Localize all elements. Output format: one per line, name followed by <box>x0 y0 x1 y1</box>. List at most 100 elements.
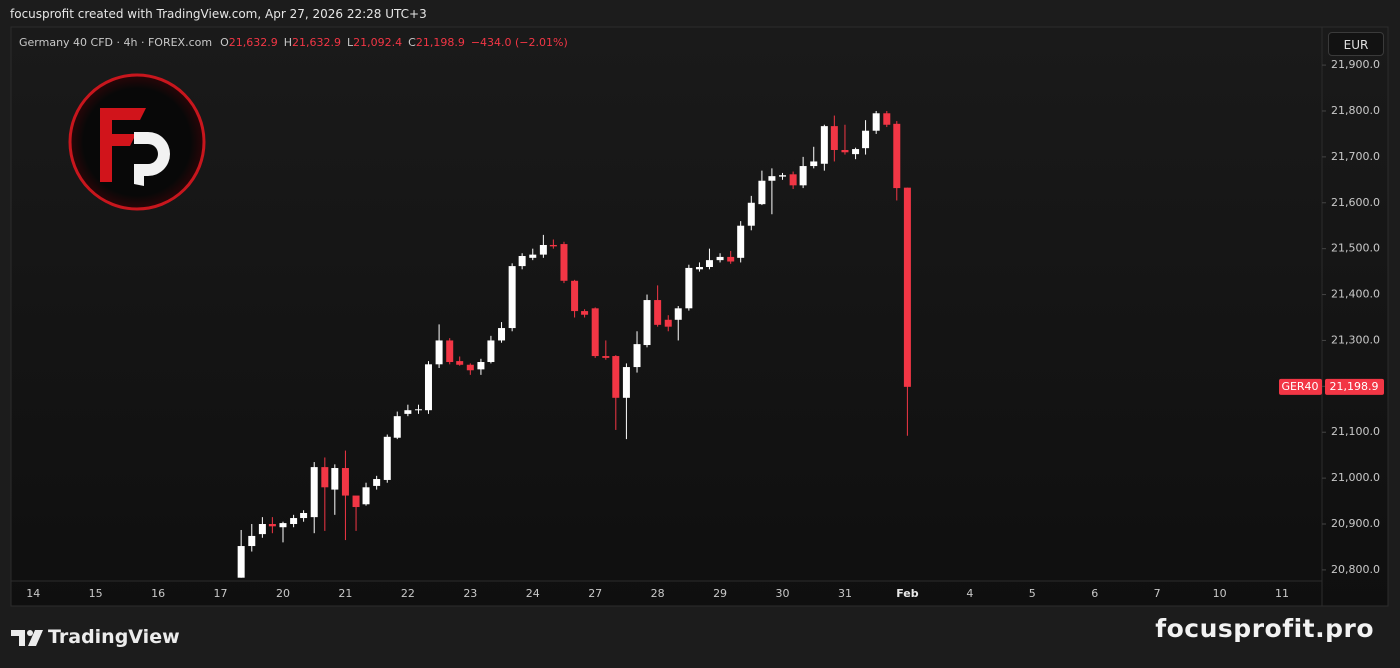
x-tick-label: 22 <box>401 587 415 600</box>
ohlc-key: C <box>408 36 416 49</box>
x-tick-label: 20 <box>276 587 290 600</box>
candle-body <box>612 356 620 398</box>
candle-body <box>341 468 349 496</box>
y-tick-label: 21,800.0 <box>1331 104 1380 117</box>
candle-body <box>331 468 339 490</box>
candle-body <box>643 300 651 346</box>
currency-button[interactable]: EUR <box>1328 32 1384 56</box>
x-tick-label: 29 <box>713 587 727 600</box>
candle-body <box>549 244 557 247</box>
candle-body <box>872 113 880 131</box>
logo <box>68 73 206 211</box>
candle-body <box>758 180 766 205</box>
candle-body <box>591 308 599 357</box>
candle-body <box>893 123 901 189</box>
x-tick-label: 11 <box>1275 587 1289 600</box>
candle-body <box>404 410 412 414</box>
y-tick-label: 21,700.0 <box>1331 150 1380 163</box>
candle-body <box>352 495 360 508</box>
candle-body <box>248 535 256 547</box>
price-tag-label: 21,198.9 <box>1330 380 1379 393</box>
x-tick-label: 5 <box>1029 587 1036 600</box>
site: focusprofit.pro <box>1155 614 1374 643</box>
candle-body <box>310 467 318 518</box>
x-tick-label: 17 <box>214 587 228 600</box>
symbol-tag <box>1279 378 1322 395</box>
candle-body <box>705 260 713 268</box>
credit: focusprofit created with TradingView.com… <box>10 7 427 21</box>
ohlc-value: 21,632.9 <box>228 36 278 49</box>
y-tick-label: 21,300.0 <box>1331 333 1380 346</box>
candle-body <box>883 113 891 125</box>
candle-body <box>498 328 506 341</box>
tv-logo <box>11 630 43 646</box>
x-tick-label: 24 <box>526 587 540 600</box>
x-tick-label: 31 <box>838 587 852 600</box>
x-tick-label: 27 <box>588 587 602 600</box>
candle-body <box>747 202 755 226</box>
candle-body <box>581 311 589 315</box>
candle-body <box>279 523 287 528</box>
candle-body <box>529 254 537 258</box>
candle-body <box>768 176 776 181</box>
price-tag <box>1325 378 1384 395</box>
y-tick-label: 20,900.0 <box>1331 517 1380 530</box>
candle-body <box>258 524 266 535</box>
ohlc-value: 21,632.9 <box>292 36 342 49</box>
candle-body <box>727 256 735 262</box>
ohlc-key: O <box>220 36 229 49</box>
candle-body <box>789 174 797 186</box>
candle-body <box>903 187 911 387</box>
y-tick-label: 21,500.0 <box>1331 242 1380 255</box>
candle-body <box>487 340 495 363</box>
candle-body <box>456 361 464 365</box>
x-tick-label: 4 <box>966 587 973 600</box>
candle-body <box>799 166 807 186</box>
candle-body <box>852 149 860 155</box>
x-tick-label: Feb <box>896 587 919 600</box>
candle-body <box>685 267 693 309</box>
candle-body <box>414 409 422 411</box>
candle-body <box>737 225 745 258</box>
ohlc-value: 21,092.4 <box>353 36 403 49</box>
ohlc-key: L <box>347 36 354 49</box>
candle-body <box>674 308 682 320</box>
candle-body <box>841 149 849 153</box>
x-tick-label: 21 <box>338 587 352 600</box>
candle-body <box>393 416 401 438</box>
y-tick-label: 20,800.0 <box>1331 563 1380 576</box>
candle-body <box>424 364 432 411</box>
ohlc-key: H <box>283 36 293 49</box>
candle-body <box>268 524 276 527</box>
candle-body <box>830 126 838 150</box>
candle-body <box>654 300 662 325</box>
candle-body <box>435 340 443 365</box>
candle-body <box>466 364 474 371</box>
x-tick-label: 6 <box>1091 587 1098 600</box>
change: −434.0 (−2.01%) <box>470 36 568 49</box>
candle-body <box>779 175 787 177</box>
candle-body <box>862 130 870 149</box>
candle-body <box>518 256 526 267</box>
candle-body <box>820 126 828 164</box>
legend: Germany 40 CFD · 4h · FOREX.com O21,632.9… <box>19 36 574 49</box>
x-tick-label: 23 <box>463 587 477 600</box>
y-tick-label: 21,000.0 <box>1331 471 1380 484</box>
candle-body <box>633 344 641 368</box>
candle-body <box>571 280 579 312</box>
candle-body <box>622 367 630 398</box>
candle-body <box>477 362 485 370</box>
candle-body <box>602 356 610 358</box>
candle-body <box>321 467 329 488</box>
y-tick-label: 21,100.0 <box>1331 425 1380 438</box>
candle-body <box>373 479 381 486</box>
x-tick-label: 15 <box>89 587 103 600</box>
candle-body <box>560 244 568 281</box>
candle-body <box>695 267 703 270</box>
x-tick-label: 10 <box>1213 587 1227 600</box>
candle-body <box>810 161 818 167</box>
y-tick-label: 21,900.0 <box>1331 58 1380 71</box>
candle-body <box>446 340 454 363</box>
